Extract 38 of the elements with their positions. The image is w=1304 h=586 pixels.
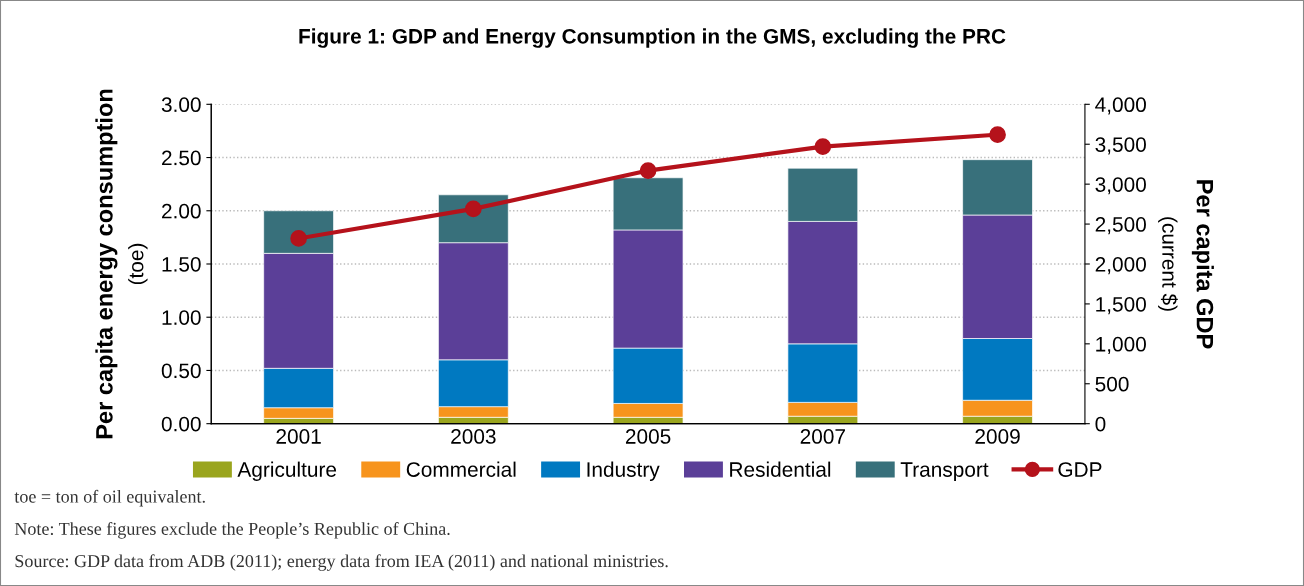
y2-tick-label: 1,000	[1096, 336, 1146, 355]
point	[290, 230, 307, 247]
y-tick-label: 1.00	[162, 310, 201, 325]
point	[639, 162, 657, 179]
y2-tick-label: 2,500	[1095, 217, 1146, 235]
y-tick-label: 1.50	[162, 256, 201, 272]
y-tick-label: 0.50	[161, 363, 201, 379]
y-tick-label: 0.00	[161, 416, 201, 432]
y2-tick-label: 500	[1095, 376, 1129, 392]
legend-label: Commercial	[406, 461, 516, 477]
y-tick-label: 2.50	[162, 150, 201, 166]
legend-label: Industry	[587, 461, 660, 482]
y2-tick-label: 2,000	[1095, 256, 1146, 275]
y2-axis-title: Per capita GDP (current $)	[1158, 180, 1214, 349]
y2-tick-label: 4,000	[1095, 97, 1146, 115]
point	[814, 138, 832, 155]
y-axis-title: Per capita energy consumption (toe)	[95, 89, 148, 439]
y2-tick-label: 0	[1095, 416, 1106, 432]
y-tick-label: 2.00	[162, 203, 201, 219]
chart-title: Figure 1: GDP and Energy Consumption in the GMS, excluding the PRC	[299, 28, 1006, 48]
x-tick-label: 2003	[451, 429, 496, 444]
y-tick-label: 3.00	[161, 97, 201, 113]
x-tick-label: 2005	[625, 429, 671, 444]
point	[989, 126, 1006, 143]
legend-label: Residential	[730, 461, 831, 477]
text: Note: These figures exclude the People’s Republic of China.	[14, 522, 450, 539]
x-tick-label: 2001	[276, 429, 321, 444]
y2-tick-label: 1,500	[1096, 296, 1146, 315]
x-tick-label: 2007	[800, 429, 845, 444]
point	[465, 200, 482, 218]
y2-tick-label: 3,500	[1095, 137, 1146, 155]
text: toe = ton of oil equivalent.	[14, 489, 205, 507]
source-note: Source: GDP data from ADB (2011); energy data from IEA (2011) and national ministries.	[15, 554, 668, 571]
y2-tick-label: 3,000	[1095, 177, 1146, 195]
legend-label: GDP	[1058, 462, 1102, 477]
legend-label: Agriculture	[237, 461, 337, 482]
x-tick-label: 2009	[975, 429, 1020, 444]
legend-label: Transport	[900, 462, 989, 482]
